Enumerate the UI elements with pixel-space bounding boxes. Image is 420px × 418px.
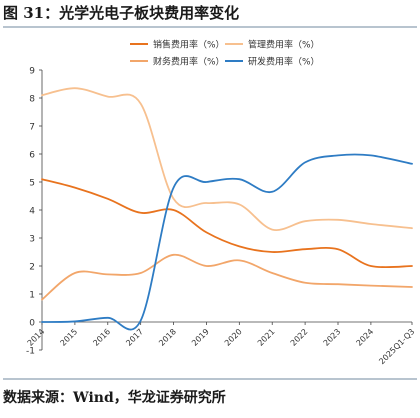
- legend-label: 销售费用率（%）: [153, 39, 225, 51]
- x-tick-label: 2021: [256, 327, 277, 348]
- figure-title: 图 31：光学光电子板块费用率变化: [3, 4, 240, 22]
- x-tick-label: 2015: [59, 327, 80, 348]
- y-tick-label: 8: [29, 95, 35, 105]
- line-chart: 销售费用率（%） 管理费用率（%） 财务费用率（%） 研发费用率（%） -1 0 1 2 3 4…: [26, 39, 417, 367]
- y-tick-label: 2: [29, 263, 35, 273]
- series-line-1: [41, 178, 413, 269]
- legend-item-4: 研发费用率（%）: [225, 56, 320, 68]
- x-tick-label: 2023: [322, 327, 343, 348]
- y-tick-label: 6: [29, 151, 35, 161]
- legend-label: 研发费用率（%）: [248, 56, 320, 68]
- y-tick-label: 0: [29, 319, 35, 329]
- x-tick-label: 2025Q1-Q3: [377, 327, 416, 366]
- title-divider: [3, 26, 417, 28]
- series-line-2: [41, 87, 413, 232]
- y-tick-label: -1: [26, 347, 35, 357]
- y-tick-label: 5: [29, 179, 35, 189]
- chart-legend: 销售费用率（%） 管理费用率（%） 财务费用率（%） 研发费用率（%）: [130, 39, 320, 68]
- x-tick-label: 2022: [289, 327, 310, 348]
- legend-item-3: 财务费用率（%）: [130, 56, 225, 68]
- y-tick-label: 7: [29, 123, 35, 133]
- x-tick-label: 2024: [355, 327, 376, 348]
- y-tick-label: 3: [29, 235, 35, 245]
- x-tick-label: 2018: [157, 327, 178, 348]
- y-tick-label: 1: [29, 291, 35, 301]
- legend-item-2: 管理费用率（%）: [225, 39, 320, 51]
- chart-series: [41, 87, 413, 331]
- y-tick-label: 4: [29, 207, 35, 217]
- x-tick-label: 2020: [223, 327, 244, 348]
- source-divider: [3, 378, 417, 380]
- legend-label: 管理费用率（%）: [248, 39, 320, 51]
- y-tick-label: 9: [29, 67, 35, 77]
- source-note: 数据来源：Wind，华龙证券研究所: [3, 390, 226, 406]
- chart-axes: -1 0 1 2 3 4 5 6 7 8 9 2014 2015 2016 2017 2018 2019 2020…: [26, 67, 417, 367]
- x-tick-label: 2014: [26, 327, 47, 348]
- x-tick-label: 2019: [190, 327, 211, 348]
- x-tick-label: 2016: [91, 327, 112, 348]
- series-line-3: [41, 253, 413, 301]
- legend-label: 财务费用率（%）: [153, 56, 225, 68]
- x-tick-label: 2017: [124, 327, 145, 348]
- legend-item-1: 销售费用率（%）: [130, 39, 225, 51]
- series-line-4: [41, 153, 413, 331]
